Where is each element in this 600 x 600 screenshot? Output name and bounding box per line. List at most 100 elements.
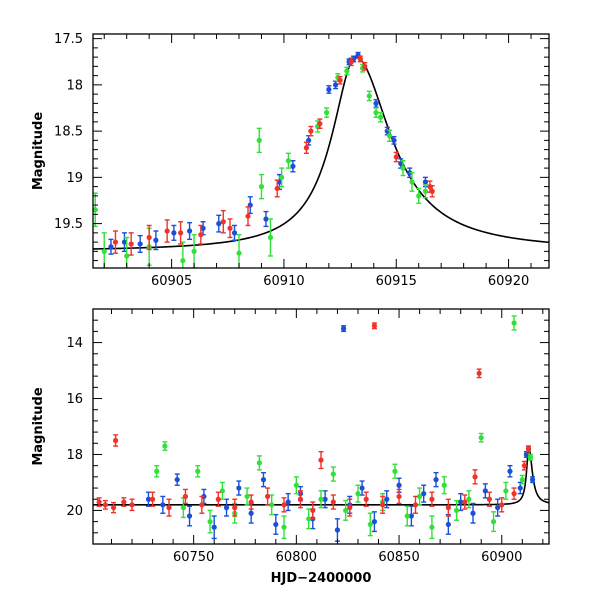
top-panel-zoomed-lightcurve: 60905 60910 60915 60920 17.5 18 18.5 19 19.5 Magn… (31, 32, 550, 289)
marker (110, 505, 117, 511)
marker (101, 248, 107, 254)
data-point (215, 491, 221, 507)
y-tick-label: 19 (66, 171, 83, 186)
data-point (121, 497, 127, 507)
marker (154, 468, 160, 474)
data-point (149, 491, 156, 507)
data-point (519, 474, 525, 485)
data-point (348, 57, 354, 67)
x-tick-label: 60900 (481, 550, 522, 565)
marker (445, 505, 451, 511)
data-point (153, 230, 159, 251)
marker (503, 488, 509, 494)
data-point (391, 135, 397, 145)
data-point (219, 481, 226, 500)
data-point (112, 230, 119, 254)
marker (162, 443, 168, 449)
data-point (373, 107, 379, 118)
data-point (429, 491, 435, 507)
marker (398, 160, 404, 167)
marker (334, 527, 341, 533)
x-tick-label: 60750 (173, 550, 214, 565)
data-point (367, 512, 373, 537)
marker (191, 248, 197, 254)
data-point (171, 224, 177, 241)
x-tick-label: 60920 (488, 274, 529, 289)
marker (373, 110, 379, 116)
marker (371, 519, 378, 525)
marker (380, 502, 386, 508)
data-point (263, 210, 269, 228)
marker (273, 521, 279, 528)
data-point (441, 476, 447, 495)
marker (429, 524, 435, 530)
data-point (466, 490, 472, 509)
marker (227, 225, 233, 231)
marker (279, 174, 285, 180)
marker (324, 110, 330, 116)
marker (93, 207, 98, 213)
data-point (521, 460, 527, 471)
data-point (453, 499, 460, 521)
data-point (207, 509, 213, 534)
marker (318, 496, 324, 502)
y-tick-label: 18.5 (54, 125, 83, 140)
marker (393, 154, 399, 160)
marker (511, 491, 517, 497)
data-point (421, 484, 427, 503)
x-tick-label: 60915 (376, 274, 417, 289)
y-tick-label: 18 (66, 78, 83, 93)
data-point (476, 368, 482, 379)
data-point (330, 466, 336, 482)
data-point (503, 481, 509, 500)
marker (195, 468, 201, 474)
marker (472, 474, 478, 480)
data-point (178, 221, 184, 245)
data-point (154, 464, 160, 478)
axes-frame (92, 308, 550, 545)
series-2 (96, 322, 532, 520)
marker (211, 524, 217, 530)
data-point (180, 241, 186, 268)
marker (180, 258, 186, 264)
marker (207, 519, 213, 525)
data-point (162, 441, 168, 451)
data-point (137, 234, 143, 253)
data-point (310, 501, 316, 520)
data-point (499, 497, 505, 513)
data-point (274, 179, 280, 198)
data-point (422, 184, 429, 199)
data-point (264, 487, 271, 506)
data-point (186, 221, 193, 241)
marker (525, 446, 532, 452)
data-point (384, 490, 390, 509)
marker (355, 491, 361, 497)
marker (495, 505, 501, 511)
marker (166, 505, 172, 511)
marker (429, 496, 435, 502)
data-point (511, 315, 517, 331)
marker (392, 468, 398, 474)
marker (285, 158, 292, 164)
marker (232, 505, 238, 511)
data-point (486, 491, 493, 507)
marker (219, 488, 226, 494)
data-point (267, 218, 274, 257)
marker (523, 451, 530, 458)
marker (269, 502, 275, 508)
data-point (146, 224, 152, 251)
data-point (408, 505, 414, 527)
data-point (416, 187, 422, 204)
data-point (211, 515, 217, 540)
data-point (495, 498, 501, 517)
bottom-panel-full-lightcurve: 60750 60800 60850 60900 14 16 18 20 Magnitude HJD… (31, 308, 550, 586)
marker (344, 68, 350, 74)
data-point (195, 464, 201, 478)
data-point (363, 491, 369, 507)
x-tick-label: 60800 (276, 550, 317, 565)
marker (216, 221, 222, 227)
data-point (429, 515, 435, 540)
data-point (318, 450, 324, 470)
data-point (396, 488, 402, 505)
marker (248, 499, 254, 505)
